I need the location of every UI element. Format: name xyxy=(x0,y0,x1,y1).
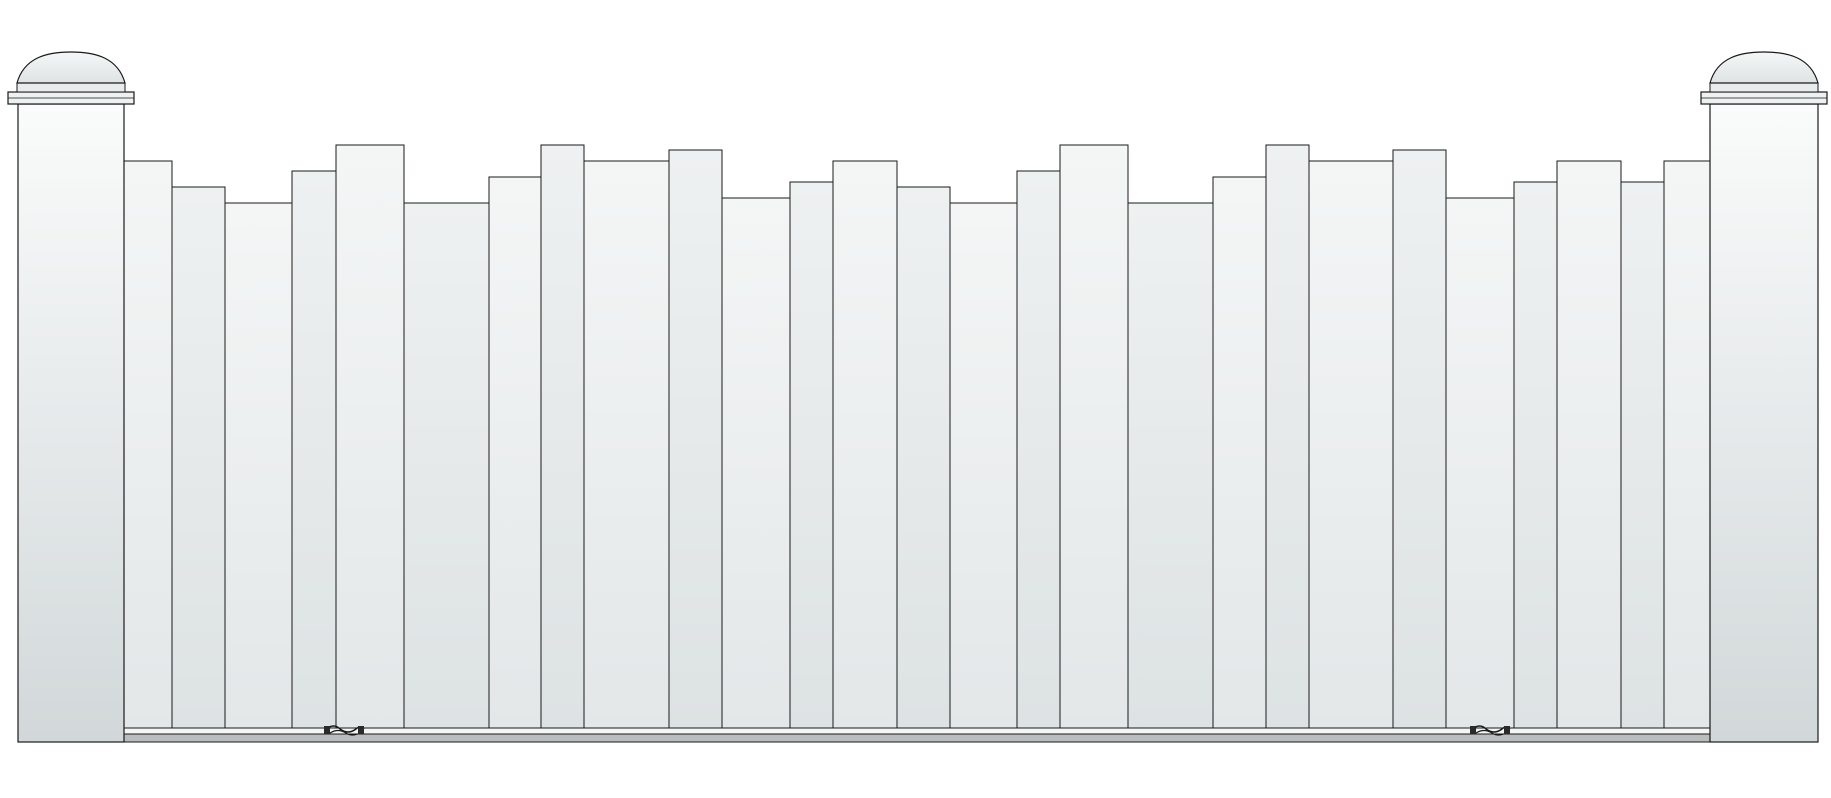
fence-board xyxy=(1445,197,1515,729)
fence-board xyxy=(224,202,293,729)
left-hinge xyxy=(324,725,365,736)
fence-board xyxy=(896,186,951,729)
fence-board xyxy=(1620,181,1665,729)
fence-board xyxy=(1265,144,1310,729)
fence-board xyxy=(949,202,1018,729)
fence-board xyxy=(123,160,173,729)
fence-board xyxy=(291,170,337,729)
right-hinge xyxy=(1470,725,1511,736)
fence-board xyxy=(171,186,226,729)
right-post xyxy=(1700,51,1828,743)
fence-board xyxy=(1127,202,1214,729)
fence-board xyxy=(540,144,585,729)
fence-board xyxy=(583,160,670,729)
fence-board xyxy=(488,176,542,729)
fence-board xyxy=(1663,160,1711,729)
fence-board xyxy=(1308,160,1394,729)
fence-board xyxy=(668,149,723,729)
fence-board xyxy=(1016,170,1061,729)
fence-board xyxy=(1392,149,1447,729)
fence-board xyxy=(1059,144,1129,729)
left-post xyxy=(7,51,135,743)
fence-board xyxy=(1513,181,1558,729)
fence-board xyxy=(335,144,405,729)
fence-board xyxy=(403,202,490,729)
fence-board xyxy=(1212,176,1267,729)
fence-board xyxy=(1556,160,1622,729)
boards-group xyxy=(123,144,1711,729)
left-post-cap xyxy=(16,51,126,84)
fence-board xyxy=(789,181,834,729)
fence-board xyxy=(832,160,898,729)
fence-board xyxy=(721,197,791,729)
right-post-cap xyxy=(1709,51,1819,84)
